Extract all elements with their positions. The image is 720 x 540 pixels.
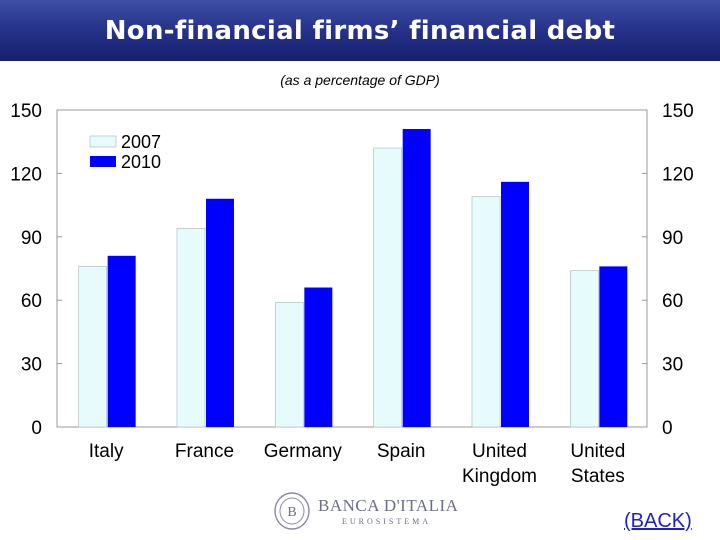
y-tick-label-left: 30 (21, 355, 42, 376)
legend-swatch (89, 135, 117, 148)
bar-2007 (471, 196, 501, 428)
y-tick-label-left: 120 (10, 164, 42, 185)
y-tick-label-right: 60 (662, 291, 683, 312)
svg-text:B: B (287, 505, 296, 520)
x-tick-label: France (175, 441, 234, 462)
bar-2010 (599, 266, 628, 427)
y-tick-label-right: 0 (662, 418, 673, 439)
x-tick-label: United (472, 441, 527, 462)
x-tick-label: United (570, 441, 625, 462)
bar-2010 (206, 198, 234, 427)
bar-2007 (274, 301, 304, 428)
legend-swatch (90, 156, 116, 167)
y-tick-label-left: 0 (31, 418, 42, 439)
x-tick-label: Germany (264, 441, 343, 462)
bar-2007 (373, 147, 403, 428)
y-tick-label-right: 30 (662, 355, 683, 376)
y-tick-label-right: 120 (662, 164, 694, 185)
bars-group (78, 129, 628, 428)
plot-area (56, 109, 648, 428)
x-tick-label: Kingdom (462, 466, 537, 487)
bar-2010 (402, 129, 431, 427)
brand-name: BANCA D'ITALIA (318, 496, 459, 515)
page-title: Non-financial firms’ financial debt (104, 15, 616, 46)
x-axis-labels: Italy France Germany Spain United Kingdom Unit… (89, 441, 626, 487)
chart-subtitle: (as a percentage of GDP) (280, 72, 440, 88)
y-tick-label-left: 60 (21, 291, 42, 312)
x-tick-label: Italy (89, 441, 124, 462)
bar-2010 (501, 181, 529, 427)
legend-label: 2007 (121, 132, 161, 152)
left-axis: 0 30 60 90 120 150 (10, 101, 62, 439)
bar-2007 (176, 227, 206, 428)
y-tick-label-right: 90 (662, 228, 683, 249)
bar-2007 (569, 270, 599, 428)
back-link[interactable]: (BACK) (624, 510, 692, 532)
bar-2010 (304, 287, 333, 427)
brand-subtitle: EUROSISTEMA (342, 517, 432, 526)
legend-label: 2010 (121, 152, 161, 172)
x-tick-label: States (571, 466, 625, 487)
x-tick-label: Spain (377, 441, 426, 462)
y-tick-label-left: 150 (10, 101, 42, 122)
right-axis: 0 30 60 90 120 150 (642, 101, 694, 439)
y-tick-label-left: 90 (21, 228, 42, 249)
y-tick-label-right: 150 (662, 101, 694, 122)
bar-chart: 0 30 60 90 120 150 0 30 60 90 120 150 Italy France G… (10, 101, 694, 487)
bar-2007 (78, 265, 108, 428)
title-bar: Non-financial firms’ financial debt (0, 0, 720, 61)
bar-2010 (107, 255, 136, 427)
bank-logo-icon: B (274, 492, 310, 530)
